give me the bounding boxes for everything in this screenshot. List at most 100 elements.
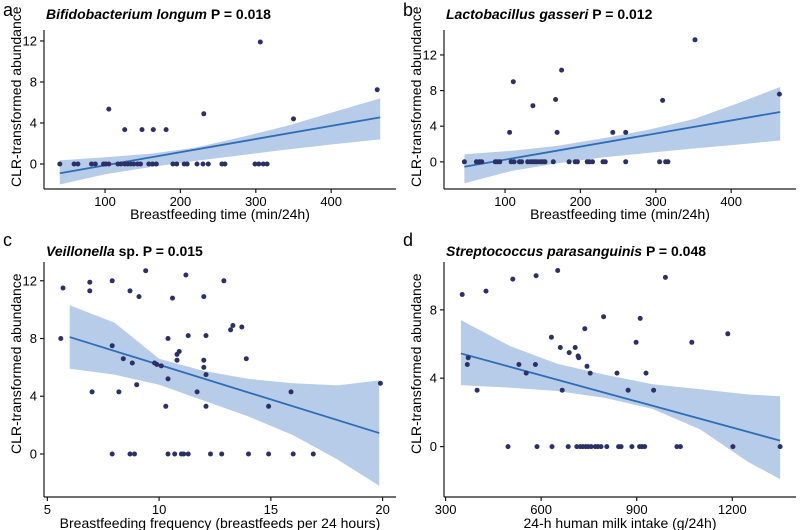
scatter-point — [461, 159, 467, 165]
scatter-point — [153, 161, 159, 167]
scatter-point — [576, 355, 582, 361]
scatter-point — [136, 294, 142, 300]
y-tick-label: 12 — [23, 273, 37, 288]
scatter-point — [534, 444, 540, 450]
scatter-point — [532, 362, 538, 367]
y-tick-label: 0 — [30, 446, 37, 461]
p-value-text: P = 0.012 — [588, 6, 653, 22]
scatter-point — [377, 380, 383, 386]
scatter-point — [239, 324, 245, 330]
scatter-point — [138, 161, 143, 167]
scatter-point — [677, 444, 683, 450]
panel-a-title: Bifidobacterium longum P = 0.018 — [46, 6, 271, 22]
scatter-point — [610, 129, 616, 135]
x-tick-label: 20 — [375, 502, 389, 517]
y-tick-label: 0 — [30, 156, 37, 171]
panel-d: 300 600 900 1200 0 4 8 d Streptococcus parasan… — [400, 230, 800, 530]
scatter-point — [71, 161, 77, 167]
scatter-point — [243, 356, 249, 362]
scatter-point — [507, 129, 513, 135]
scatter-point — [165, 376, 171, 382]
scatter-point — [582, 326, 588, 332]
scatter-point — [200, 161, 206, 167]
scatter-point — [118, 161, 124, 167]
scatter-point — [662, 274, 668, 280]
scatter-point — [163, 127, 169, 133]
scatter-point — [174, 161, 180, 167]
panel-b: 100 200 300 400 0 4 8 12 b Lactobacillus gasser… — [400, 0, 800, 230]
scatter-point — [256, 161, 262, 167]
scatter-point — [548, 334, 554, 340]
regression-line — [59, 116, 381, 175]
confidence-band — [464, 87, 781, 184]
scatter-point — [629, 444, 635, 450]
scatter-point — [109, 278, 115, 284]
scatter-point — [266, 451, 272, 457]
y-tick-label: 8 — [430, 83, 437, 98]
scatter-point — [228, 327, 234, 333]
scatter-point — [550, 159, 556, 165]
scatter-point — [730, 444, 736, 450]
scatter-plot-c: 5 10 15 20 0 4 8 12 — [23, 262, 396, 517]
x-axis-label: Breastfeeding time (min/24h) — [530, 206, 710, 222]
scatter-point — [692, 37, 698, 43]
x-tick-label: 900 — [626, 502, 648, 517]
regression-line — [69, 336, 380, 434]
scatter-point — [625, 387, 631, 393]
scatter-point — [174, 357, 180, 363]
species-name: Veillonella — [46, 243, 115, 259]
scatter-point — [127, 288, 133, 294]
scatter-point — [154, 362, 160, 367]
scatter-point — [116, 389, 122, 395]
scatter-point — [129, 360, 135, 366]
panel-d-title: Streptococcus parasanguinis P = 0.048 — [446, 243, 706, 259]
scatter-point — [89, 161, 94, 167]
y-tick-label: 12 — [23, 33, 37, 48]
scatter-point — [511, 159, 517, 165]
scatter-point — [510, 79, 516, 85]
x-tick-label: 200 — [570, 194, 592, 209]
scatter-point — [184, 161, 190, 167]
scatter-point — [109, 451, 115, 457]
scatter-point — [201, 111, 207, 117]
scatter-point — [170, 161, 176, 167]
x-tick-label: 400 — [720, 194, 742, 209]
scatter-point — [194, 389, 200, 395]
scatter-point — [660, 97, 666, 103]
panel-letter-d: d — [403, 230, 414, 250]
y-axis-label: CLR-transformed abundance — [408, 273, 424, 454]
scatter-point — [555, 268, 561, 273]
scatter-point — [185, 333, 191, 339]
scatter-point — [459, 292, 465, 297]
y-tick-label: 4 — [30, 389, 37, 404]
scatter-point — [574, 159, 580, 165]
y-axis-label: CLR-transformed abundance — [8, 6, 24, 187]
scatter-point — [657, 159, 663, 165]
scatter-point — [143, 268, 149, 274]
x-tick-label: 300 — [645, 194, 667, 209]
scatter-point — [566, 159, 572, 165]
y-tick-label: 4 — [30, 115, 37, 130]
scatter-point — [109, 343, 115, 349]
scatter-point — [176, 349, 182, 354]
scatter-point — [598, 444, 604, 450]
scatter-point — [134, 382, 140, 388]
scatter-point — [201, 364, 207, 370]
scatter-point — [208, 451, 213, 457]
scatter-point — [120, 356, 126, 362]
scatter-point — [572, 345, 578, 350]
scatter-point — [602, 159, 608, 165]
scatter-point — [230, 323, 236, 328]
scatter-point — [194, 161, 200, 167]
x-tick-label: 300 — [435, 502, 457, 517]
x-tick-label: 10 — [152, 502, 166, 517]
scatter-point — [75, 161, 81, 167]
scatter-point — [205, 161, 211, 167]
x-axis-label: 24-h human milk intake (g/24h) — [523, 515, 717, 530]
scatter-plot-d: 300 600 900 1200 0 4 8 — [430, 262, 796, 517]
scatter-point — [131, 161, 137, 167]
scatter-point — [777, 444, 783, 450]
p-value-text: sp. P = 0.015 — [114, 243, 203, 259]
scatter-point — [374, 87, 380, 93]
scatter-point — [170, 295, 175, 301]
